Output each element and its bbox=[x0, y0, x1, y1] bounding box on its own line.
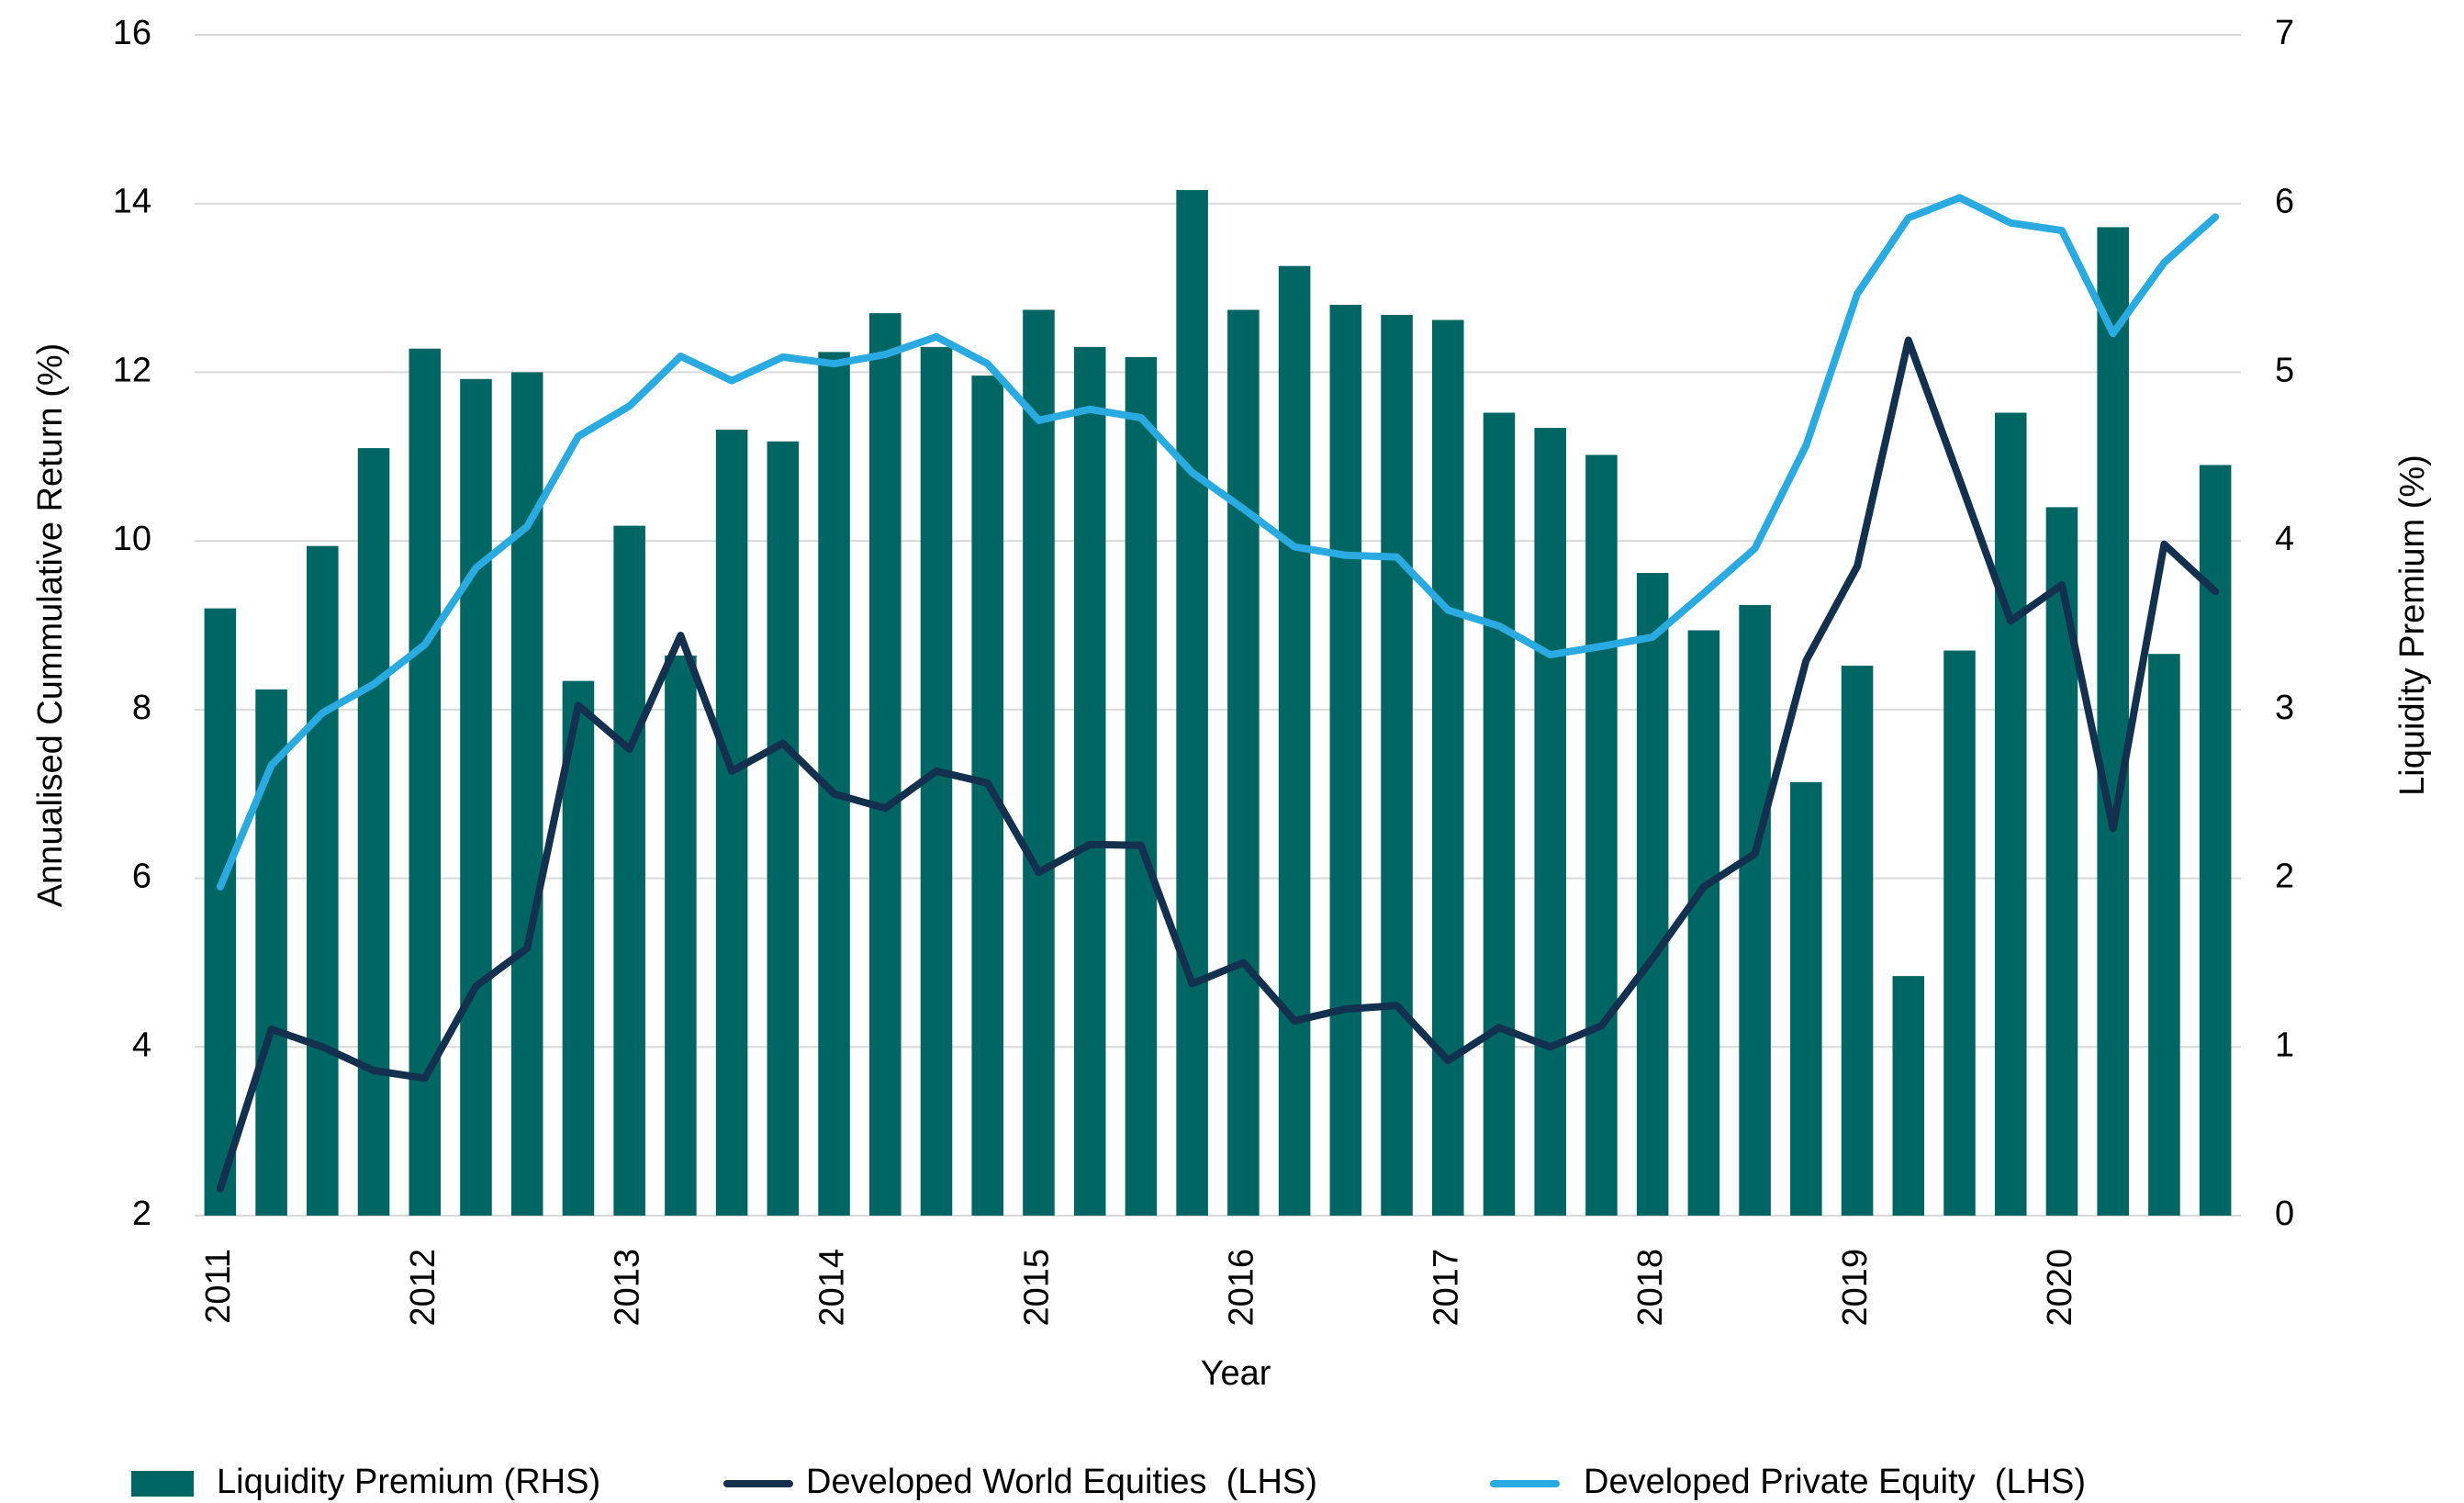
bar bbox=[1483, 412, 1516, 1216]
y-tick-label: 16 bbox=[113, 14, 151, 52]
x-tick-label: 2020 bbox=[2041, 1249, 2079, 1327]
bar bbox=[2148, 654, 2180, 1216]
bar bbox=[409, 348, 442, 1216]
bar bbox=[1023, 309, 1055, 1216]
line bbox=[216, 336, 2220, 1193]
legend-label: Developed World Equities (LHS) bbox=[806, 1463, 1317, 1501]
bar bbox=[460, 378, 492, 1217]
x-tick-label: 2019 bbox=[1836, 1249, 1875, 1327]
bar bbox=[1892, 976, 1925, 1216]
x-tick-label: 2018 bbox=[1631, 1249, 1670, 1327]
bar bbox=[1381, 314, 1413, 1217]
bar bbox=[869, 313, 902, 1217]
y2-tick-label: 7 bbox=[2275, 14, 2294, 52]
bar bbox=[2097, 227, 2129, 1216]
bar bbox=[1278, 265, 1311, 1216]
bar bbox=[510, 372, 543, 1216]
bar bbox=[1943, 650, 1976, 1216]
y2-tick-label: 0 bbox=[2275, 1195, 2294, 1233]
bar bbox=[255, 689, 287, 1216]
x-tick-label: 2016 bbox=[1222, 1249, 1260, 1327]
y-tick-label: 8 bbox=[132, 689, 151, 727]
bar bbox=[1073, 346, 1106, 1216]
bar bbox=[1636, 573, 1669, 1216]
y-tick-label: 12 bbox=[113, 351, 151, 389]
bar bbox=[357, 448, 390, 1217]
x-tick-label: 2017 bbox=[1427, 1249, 1465, 1327]
y2-tick-label: 5 bbox=[2275, 351, 2294, 389]
legend-label: Developed Private Equity (LHS) bbox=[1584, 1463, 2086, 1501]
x-tick-label: 2014 bbox=[813, 1249, 852, 1327]
bar bbox=[715, 429, 748, 1216]
bar bbox=[1125, 356, 1158, 1216]
y2-tick-label: 2 bbox=[2275, 858, 2294, 896]
x-tick-label: 2011 bbox=[199, 1249, 238, 1324]
y-tick-label: 2 bbox=[132, 1195, 151, 1233]
bar bbox=[1994, 412, 2027, 1216]
bar bbox=[2045, 507, 2078, 1216]
bar bbox=[1739, 604, 1771, 1216]
y2-tick-label: 3 bbox=[2275, 689, 2294, 727]
bar bbox=[1227, 309, 1260, 1216]
y-axis-title: Annualised Cummulative Return (%) bbox=[31, 343, 70, 908]
y-tick-label: 14 bbox=[113, 183, 151, 221]
bar bbox=[1585, 454, 1618, 1216]
y2-tick-label: 1 bbox=[2275, 1026, 2294, 1064]
x-tick-label: 2013 bbox=[609, 1249, 647, 1327]
bar bbox=[1841, 666, 1874, 1216]
bar bbox=[1431, 320, 1464, 1216]
y-tick-label: 4 bbox=[132, 1026, 151, 1064]
bar bbox=[613, 525, 645, 1216]
bar bbox=[1329, 304, 1362, 1216]
x-tick-label: 2012 bbox=[404, 1249, 442, 1327]
bar bbox=[204, 608, 237, 1216]
bar bbox=[1534, 428, 1566, 1216]
bar bbox=[307, 545, 339, 1216]
y2-axis-title: Liquidity Premium (%) bbox=[2393, 454, 2432, 796]
line bbox=[216, 194, 2220, 891]
y-tick-label: 6 bbox=[132, 858, 151, 896]
bar bbox=[665, 656, 697, 1216]
legend-label: Liquidity Premium (RHS) bbox=[217, 1463, 600, 1501]
bar bbox=[767, 441, 800, 1216]
y2-tick-label: 6 bbox=[2275, 183, 2294, 221]
y-tick-label: 10 bbox=[113, 520, 151, 558]
x-tick-label: 2015 bbox=[1017, 1249, 1056, 1327]
bar bbox=[1176, 190, 1208, 1217]
y2-tick-label: 4 bbox=[2275, 520, 2294, 558]
bar bbox=[1687, 630, 1720, 1216]
x-axis-title: Year bbox=[1201, 1354, 1271, 1393]
legend-swatch bbox=[131, 1471, 194, 1497]
bar bbox=[1790, 781, 1822, 1216]
